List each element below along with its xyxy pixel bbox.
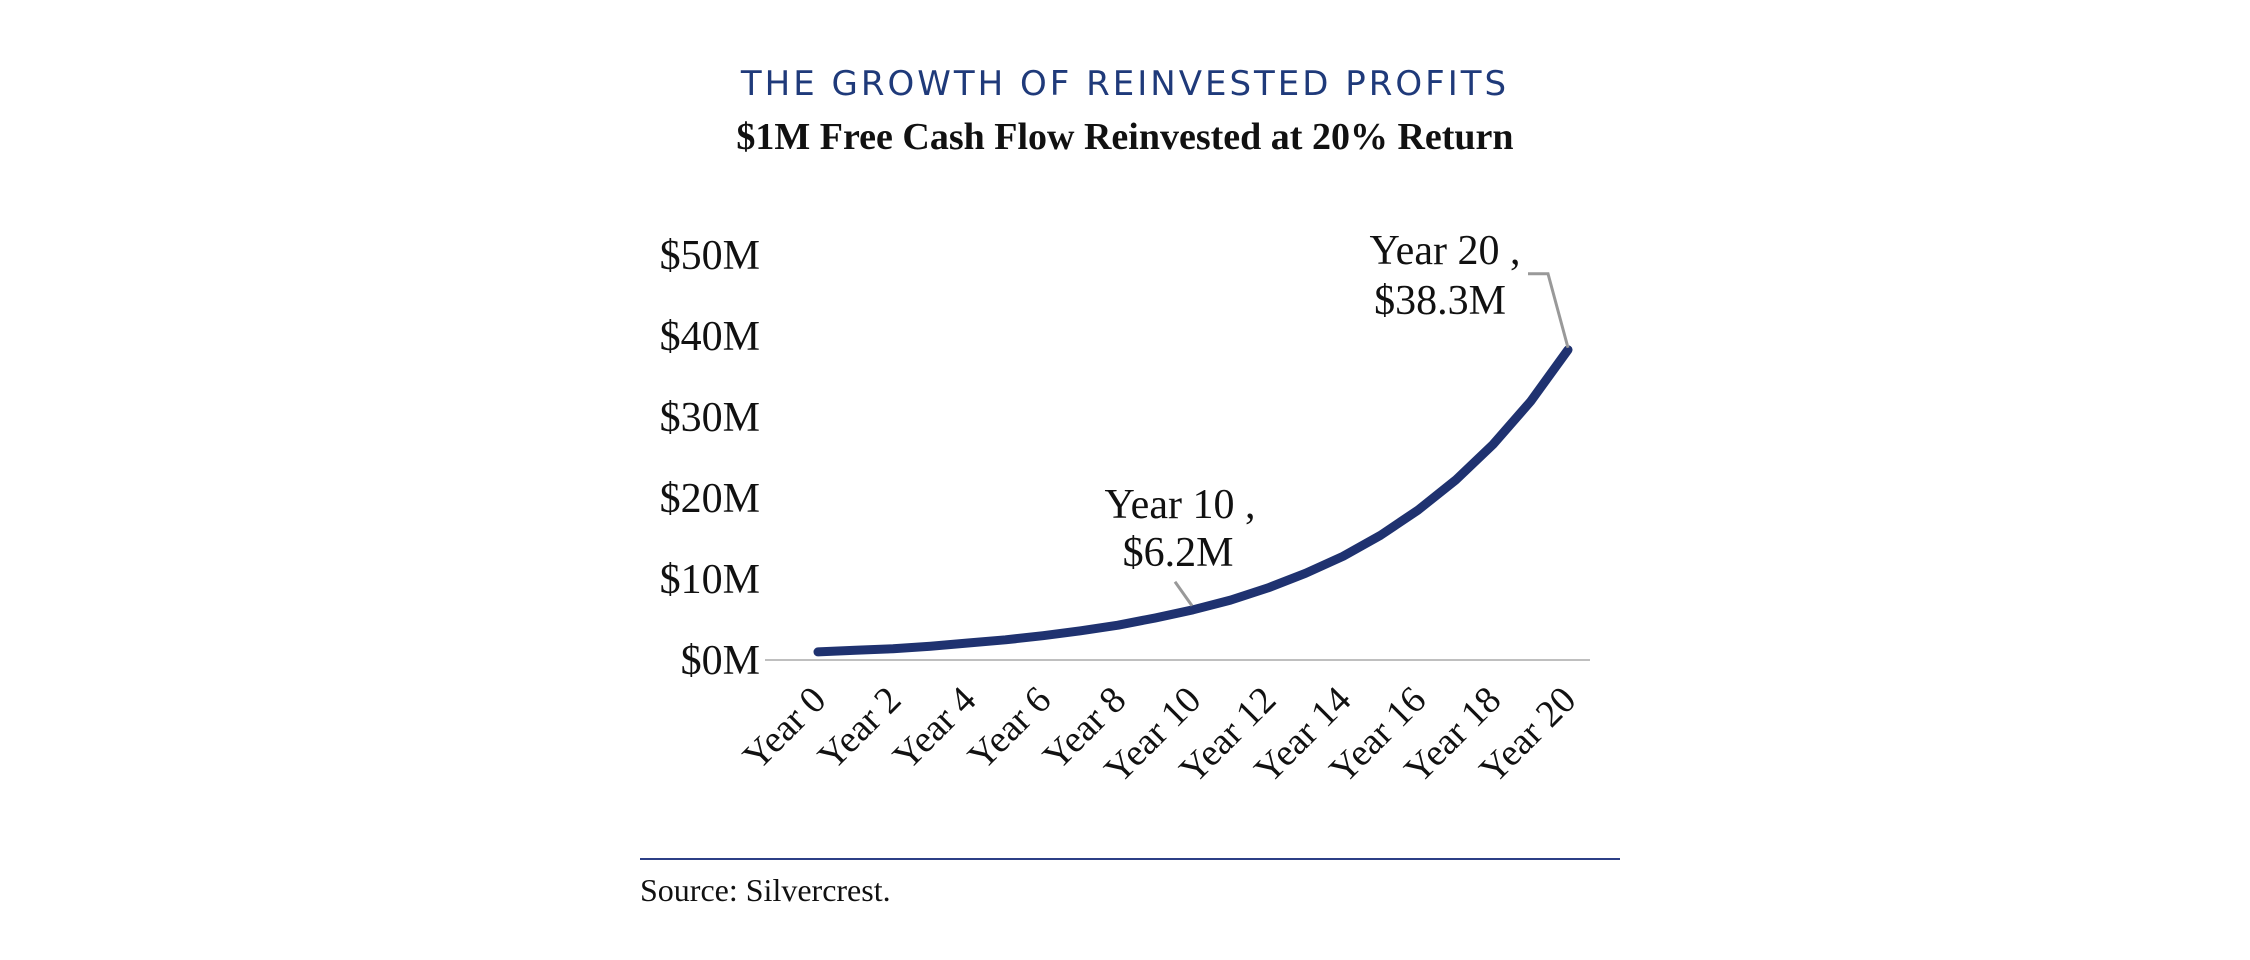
x-tick-label: Year 0 (735, 679, 834, 778)
footer-divider (640, 858, 1620, 860)
source-note: Source: Silvercrest. (640, 872, 891, 908)
annotation-leader-year10 (1173, 580, 1194, 607)
annotation-year10-value: $6.2M (1123, 530, 1234, 576)
annotation-year20-value: $38.3M (1374, 278, 1506, 324)
y-tick-label: $30M (660, 395, 760, 441)
annotation-year10-label: Year 10 , (1105, 482, 1256, 528)
x-tick-label: Year 4 (885, 679, 984, 778)
chart-title: THE GROWTH OF REINVESTED PROFITS (740, 64, 1510, 104)
x-tick-label: Year 2 (810, 679, 909, 778)
y-tick-label: $50M (660, 233, 760, 279)
y-tick-label: $0M (681, 638, 760, 684)
x-tick-label: Year 6 (960, 679, 1059, 778)
y-tick-label: $40M (660, 314, 760, 360)
chart-subtitle: $1M Free Cash Flow Reinvested at 20% Ret… (736, 116, 1514, 158)
annotation-year20-label: Year 20 , (1370, 228, 1521, 274)
y-tick-label: $20M (660, 476, 760, 522)
y-tick-label: $10M (660, 557, 760, 603)
annotation-leader-year20 (1528, 272, 1570, 349)
